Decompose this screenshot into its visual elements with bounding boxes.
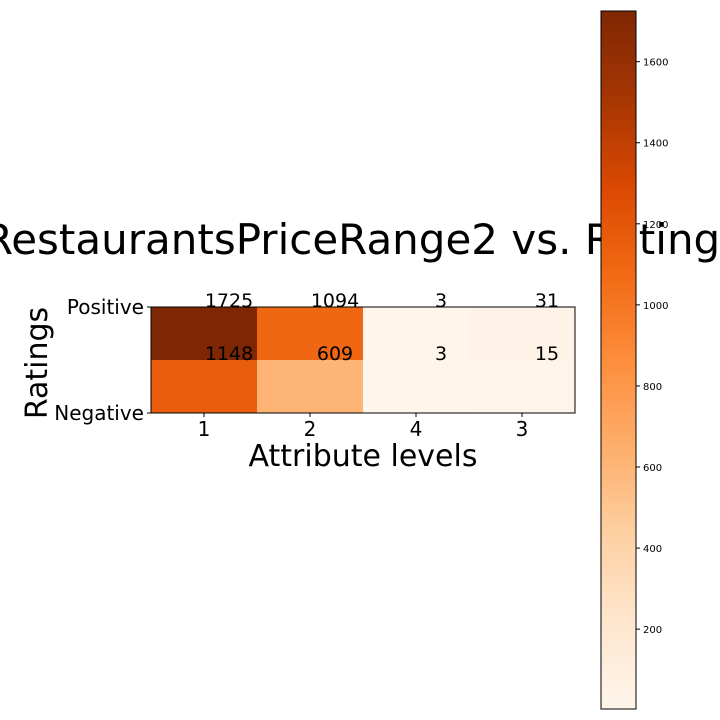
heatmap-cells [151, 307, 576, 414]
colorbar [600, 10, 637, 710]
colorbar-tick-label: 200 [643, 625, 662, 636]
colorbar-tick-label: 800 [643, 382, 662, 393]
heatmap-cell [151, 360, 258, 414]
cell-value-label: 31 [535, 290, 559, 312]
x-tick-label: 4 [410, 417, 423, 441]
y-tick-label: Positive [67, 295, 144, 319]
chart-title: RestaurantsPriceRange2 vs. Ratings [0, 215, 720, 264]
cell-value-label: 15 [535, 343, 559, 365]
x-axis-label: Attribute levels [249, 439, 478, 474]
x-tick-label: 1 [198, 417, 211, 441]
cell-value-label: 1148 [205, 343, 253, 365]
y-tick-label: Negative [54, 401, 144, 425]
cell-value-label: 1094 [311, 290, 359, 312]
x-axis-ticks: 1 2 4 3 [198, 413, 529, 441]
colorbar-tick-label: 1000 [643, 301, 668, 312]
colorbar-tick-label: 400 [643, 544, 662, 555]
colorbar-ticks: 200 400 600 800 1000 1200 1400 1600 [636, 58, 668, 636]
cell-value-label: 1725 [205, 290, 253, 312]
heatmap-cell [469, 360, 576, 414]
heatmap-cell [363, 307, 470, 361]
heatmap-cell [257, 307, 364, 361]
cell-value-label: 3 [435, 290, 447, 312]
heatmap-cell [363, 360, 470, 414]
cell-value-label: 3 [435, 343, 447, 365]
heatmap-cell [469, 307, 576, 361]
x-tick-label: 3 [516, 417, 529, 441]
heatmap-cell [257, 360, 364, 414]
plot-frame [150, 306, 576, 414]
y-axis-ticks: Positive Negative [54, 295, 151, 425]
x-tick-label: 2 [304, 417, 317, 441]
colorbar-tick-label: 1400 [643, 139, 668, 150]
y-axis-label: Ratings [20, 307, 55, 419]
colorbar-tick-label: 1200 [643, 220, 668, 231]
heatmap-cell [151, 307, 258, 361]
cell-value-label: 609 [317, 343, 353, 365]
colorbar-tick-label: 600 [643, 463, 662, 474]
colorbar-tick-label: 1600 [643, 58, 668, 69]
